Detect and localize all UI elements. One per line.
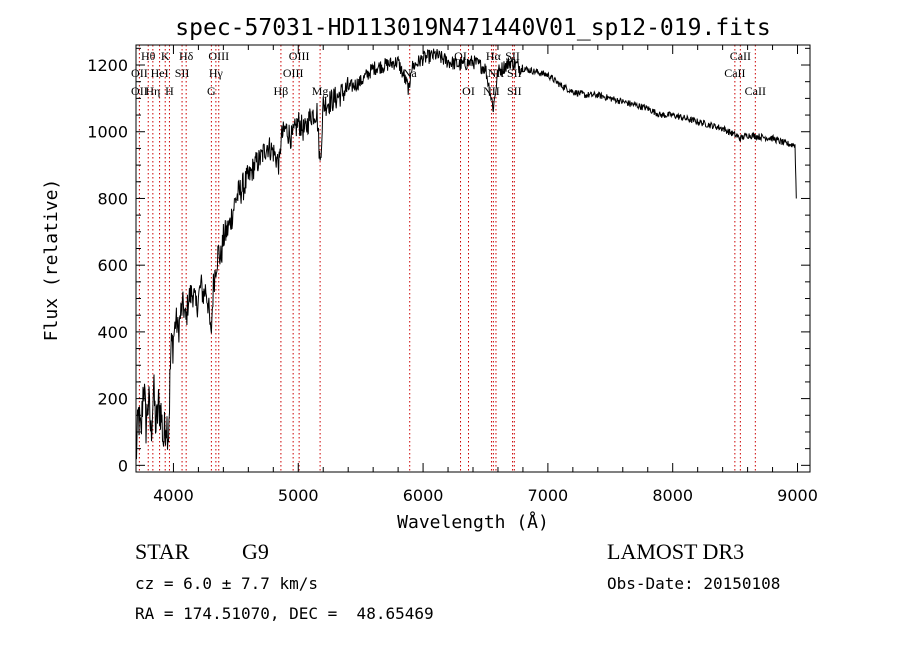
x-tick-label: 8000	[652, 486, 693, 505]
object-class: STAR	[135, 539, 190, 564]
line-label: HeI	[151, 66, 169, 80]
line-label: Hδ	[179, 49, 194, 63]
y-tick-label: 800	[97, 189, 128, 208]
line-label: SII	[507, 66, 522, 80]
line-label: SII	[175, 66, 190, 80]
x-tick-label: 4000	[153, 486, 194, 505]
line-label: OII	[131, 66, 148, 80]
line-label: CaII	[730, 49, 751, 63]
line-label: G	[207, 84, 216, 98]
x-tick-label: 9000	[777, 486, 818, 505]
velocity-text: cz = 6.0 ± 7.7 km/s	[135, 574, 319, 593]
y-tick-label: 600	[97, 256, 128, 275]
y-tick-label: 200	[97, 390, 128, 409]
x-tick-label: 7000	[528, 486, 569, 505]
line-label: OI	[462, 84, 475, 98]
line-label: Hγ	[209, 66, 224, 80]
object-subclass: G9	[242, 539, 269, 564]
x-tick-label: 5000	[278, 486, 319, 505]
line-label: H	[165, 84, 174, 98]
line-label: OII	[131, 84, 148, 98]
line-label: Mg	[312, 84, 329, 98]
survey-name: LAMOST DR3	[607, 539, 745, 564]
y-tick-label: 1000	[87, 123, 128, 142]
y-axis-label: Flux (relative)	[41, 179, 62, 342]
line-label: CaII	[724, 66, 745, 80]
x-axis-label: Wavelength (Å)	[397, 511, 549, 533]
spectrum-line	[135, 48, 797, 460]
line-label: Hβ	[274, 84, 289, 98]
line-label: NII	[483, 84, 500, 98]
line-label: OIII	[208, 49, 229, 63]
coordinates-text: RA = 174.51070, DEC = 48.65469	[135, 604, 434, 623]
y-tick-label: 400	[97, 323, 128, 342]
line-label: Hη	[145, 84, 160, 98]
line-label: OIII	[289, 49, 310, 63]
line-label: Hθ	[141, 49, 156, 63]
y-tick-label: 0	[118, 456, 128, 475]
line-label: Hα	[486, 49, 502, 63]
axis-ticks: 4000 5000 6000 7000 8000 9000 0 200 400 600 800 100…	[87, 45, 818, 505]
line-label: SII	[507, 84, 522, 98]
line-label: CaII	[745, 84, 766, 98]
marker-lines	[138, 45, 756, 472]
plot-frame	[135, 44, 811, 473]
line-label: OIII	[283, 66, 304, 80]
chart-title: spec-57031-HD113019N471440V01_sp12-019.f…	[175, 15, 770, 41]
x-tick-label: 6000	[403, 486, 444, 505]
y-tick-label: 1200	[87, 56, 128, 75]
obs-date: Obs-Date: 20150108	[607, 574, 781, 593]
line-label: K	[161, 49, 170, 63]
